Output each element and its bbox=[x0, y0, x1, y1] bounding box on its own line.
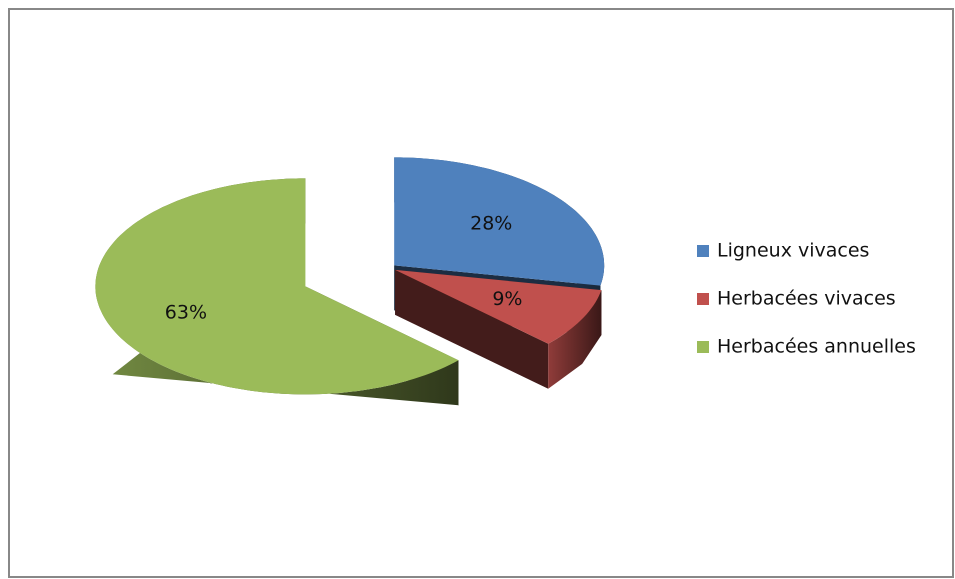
slice-side bbox=[548, 290, 602, 389]
slice bbox=[95, 178, 459, 395]
slice-wall bbox=[395, 269, 549, 389]
data-label: 9% bbox=[492, 288, 522, 310]
legend-label: Ligneux vivaces bbox=[717, 240, 869, 262]
slice bbox=[394, 157, 605, 286]
slice bbox=[395, 269, 602, 344]
legend-swatch bbox=[697, 341, 709, 353]
legend-swatch bbox=[697, 293, 709, 305]
legend-label: Herbacées annuelles bbox=[717, 336, 916, 358]
pie: 28% 9% 63% bbox=[95, 157, 605, 406]
data-label: 63% bbox=[165, 301, 207, 323]
legend-swatch bbox=[697, 245, 709, 257]
legend-label: Herbacées vivaces bbox=[717, 288, 896, 310]
data-label: 28% bbox=[470, 213, 512, 235]
legend: Ligneux vivaces Herbacées vivaces Herbacée… bbox=[697, 240, 916, 358]
